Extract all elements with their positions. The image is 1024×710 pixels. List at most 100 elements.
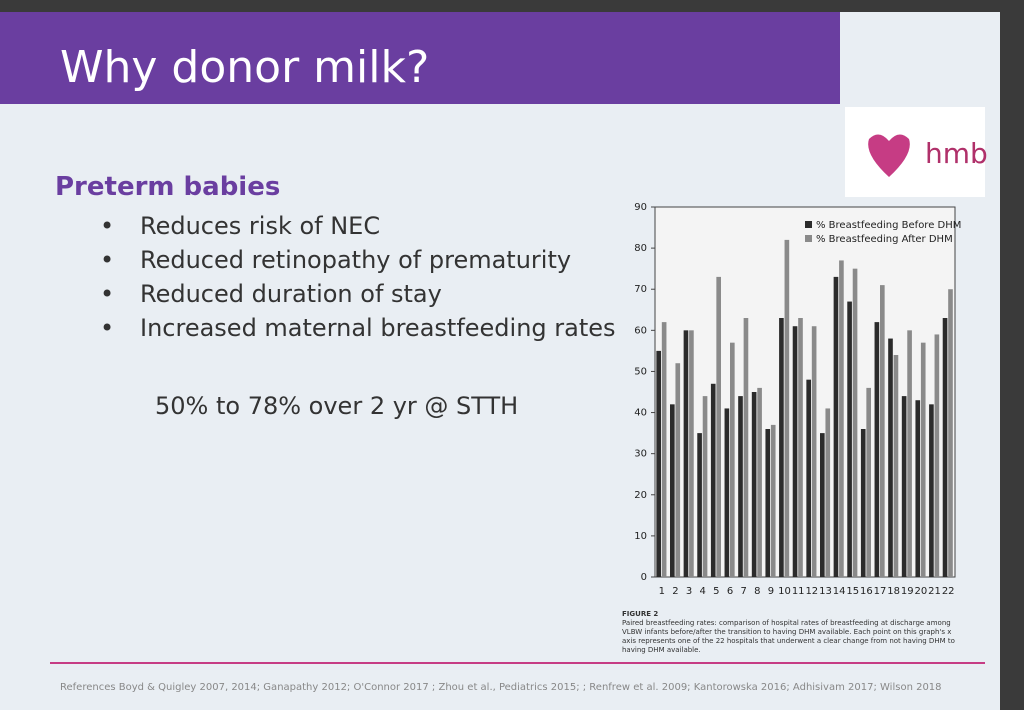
bar — [860, 429, 866, 577]
x-tick-label: 5 — [713, 586, 719, 597]
x-tick-label: 18 — [887, 586, 900, 597]
divider — [50, 662, 985, 664]
x-tick-label: 3 — [686, 586, 692, 597]
legend-swatch — [805, 221, 812, 228]
x-tick-label: 17 — [874, 586, 887, 597]
bar — [866, 387, 871, 577]
figure-label: FIGURE 2 — [622, 610, 659, 618]
x-tick-label: 15 — [846, 586, 859, 597]
y-tick-label: 90 — [634, 202, 647, 213]
bar — [907, 330, 912, 577]
bar — [880, 285, 885, 577]
x-tick-label: 20 — [915, 586, 928, 597]
bar — [656, 350, 661, 577]
bar — [738, 396, 743, 577]
bar — [901, 396, 907, 577]
bar — [751, 392, 757, 577]
legend-label: % Breastfeeding Before DHM — [816, 220, 961, 231]
bar — [820, 433, 825, 577]
bar — [675, 363, 681, 577]
bar — [779, 318, 784, 577]
x-tick-label: 10 — [778, 586, 791, 597]
bar — [730, 342, 735, 577]
bar — [743, 318, 749, 577]
y-tick-label: 70 — [634, 284, 647, 295]
x-tick-label: 16 — [860, 586, 873, 597]
logo-icon — [868, 134, 910, 177]
bullet: Increased maternal breastfeeding rates — [100, 314, 616, 342]
bar — [929, 404, 934, 577]
x-tick-label: 2 — [672, 586, 678, 597]
bar — [888, 338, 893, 577]
bar — [689, 330, 694, 577]
x-tick-label: 14 — [833, 586, 846, 597]
y-tick-label: 60 — [634, 325, 647, 336]
y-tick-label: 0 — [641, 572, 647, 583]
logo-heart — [868, 134, 910, 177]
y-tick-label: 30 — [634, 449, 647, 460]
heading: Preterm babies — [55, 172, 281, 202]
x-tick-label: 8 — [754, 586, 760, 597]
bar — [893, 355, 899, 577]
bar — [697, 433, 702, 577]
references: References Boyd & Quigley 2007, 2014; Ga… — [60, 682, 942, 693]
y-tick-label: 50 — [634, 366, 647, 377]
bar — [784, 239, 790, 577]
bullet-note: 50% to 78% over 2 yr @ STTH — [155, 392, 519, 420]
y-tick-label: 80 — [634, 243, 647, 254]
bar — [710, 383, 716, 577]
x-tick-label: 9 — [768, 586, 774, 597]
bar — [948, 289, 953, 577]
slide-title: Why donor milk? — [60, 42, 430, 93]
y-tick-label: 40 — [634, 408, 647, 419]
bullet: Reduces risk of NEC — [100, 212, 616, 240]
x-tick-label: 21 — [928, 586, 941, 597]
legend-swatch — [805, 235, 812, 242]
y-tick-label: 20 — [634, 490, 647, 501]
x-tick-label: 12 — [805, 586, 818, 597]
x-tick-label: 4 — [700, 586, 706, 597]
bar — [670, 404, 675, 577]
x-tick-label: 6 — [727, 586, 733, 597]
x-tick-label: 1 — [659, 586, 665, 597]
bar — [839, 260, 844, 577]
bar — [825, 408, 831, 577]
bar — [702, 396, 708, 577]
figure-caption: Paired breastfeeding rates: comparison o… — [622, 619, 955, 655]
bar — [770, 424, 776, 577]
bar — [934, 334, 940, 577]
bar — [833, 276, 839, 577]
bar — [847, 301, 852, 577]
legend-label: % Breastfeeding After DHM — [816, 234, 953, 245]
x-tick-label: 19 — [901, 586, 914, 597]
y-tick-label: 10 — [634, 531, 647, 542]
bar — [811, 326, 817, 577]
bar — [852, 268, 858, 577]
x-tick-label: 22 — [942, 586, 955, 597]
title-band — [0, 12, 840, 104]
x-tick-label: 13 — [819, 586, 832, 597]
x-tick-label: 7 — [740, 586, 746, 597]
bar — [661, 322, 667, 577]
bar — [683, 330, 689, 577]
bar — [757, 387, 762, 577]
x-tick-label: 11 — [792, 586, 805, 597]
bar — [765, 429, 771, 577]
bar — [915, 400, 921, 577]
figure-caption-block: FIGURE 2 Paired breastfeeding rates: com… — [622, 610, 962, 655]
bullet-list: Reduces risk of NEC Reduced retinopathy … — [100, 212, 616, 348]
bullet: Reduced retinopathy of prematurity — [100, 246, 616, 274]
bar — [798, 318, 803, 577]
bar — [806, 379, 811, 577]
bar — [716, 276, 721, 577]
logo: hmb — [845, 107, 988, 197]
bar — [942, 318, 948, 577]
bar — [920, 342, 926, 577]
bar — [874, 322, 880, 577]
bar — [724, 408, 730, 577]
slide: Why donor milk? hmb Preterm babies Reduc… — [0, 12, 1000, 710]
bar — [792, 326, 798, 577]
bullet: Reduced duration of stay — [100, 280, 616, 308]
